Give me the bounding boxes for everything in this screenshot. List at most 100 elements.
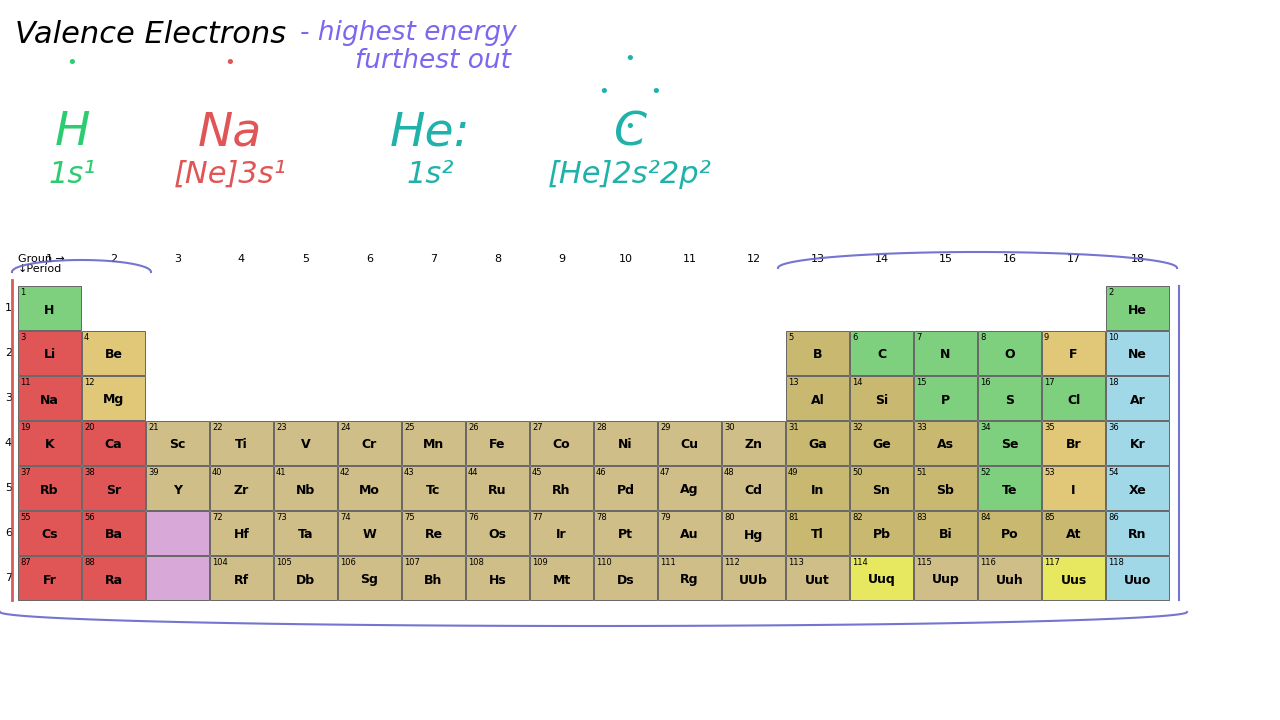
Text: 5: 5 — [5, 483, 12, 493]
FancyBboxPatch shape — [338, 421, 401, 465]
Text: Po: Po — [1001, 528, 1019, 541]
Text: Uus: Uus — [1060, 574, 1087, 587]
Text: Ne: Ne — [1128, 348, 1147, 361]
Text: 11: 11 — [682, 254, 696, 264]
Text: 3: 3 — [20, 333, 26, 342]
Text: 5: 5 — [788, 333, 794, 342]
FancyBboxPatch shape — [850, 556, 913, 600]
FancyBboxPatch shape — [594, 421, 657, 465]
FancyBboxPatch shape — [722, 511, 785, 555]
Text: 7: 7 — [5, 573, 12, 583]
Text: 13: 13 — [788, 378, 799, 387]
Text: Ca: Ca — [105, 438, 123, 451]
Text: 85: 85 — [1044, 513, 1055, 522]
FancyBboxPatch shape — [786, 331, 849, 375]
Text: Zr: Zr — [234, 484, 250, 497]
FancyBboxPatch shape — [402, 556, 465, 600]
Text: Sn: Sn — [873, 484, 891, 497]
Text: 56: 56 — [84, 513, 95, 522]
FancyBboxPatch shape — [1042, 376, 1105, 420]
Text: [Ne]3s¹: [Ne]3s¹ — [174, 160, 287, 189]
Text: Ta: Ta — [298, 528, 314, 541]
Text: 75: 75 — [404, 513, 415, 522]
Text: 1: 1 — [5, 303, 12, 313]
FancyBboxPatch shape — [402, 511, 465, 555]
Text: Ti: Ti — [236, 438, 248, 451]
Text: 4: 4 — [84, 333, 90, 342]
FancyBboxPatch shape — [786, 556, 849, 600]
Text: 9: 9 — [558, 254, 564, 264]
Text: Ga: Ga — [808, 438, 827, 451]
Text: 49: 49 — [788, 468, 799, 477]
Text: Mt: Mt — [553, 574, 571, 587]
Text: Rg: Rg — [680, 574, 699, 587]
Text: He: He — [1128, 304, 1147, 317]
FancyBboxPatch shape — [18, 421, 81, 465]
Text: 84: 84 — [980, 513, 991, 522]
Text: 78: 78 — [596, 513, 607, 522]
Text: 41: 41 — [276, 468, 287, 477]
Text: 2: 2 — [1108, 288, 1114, 297]
FancyBboxPatch shape — [82, 421, 145, 465]
Text: Uut: Uut — [805, 574, 829, 587]
FancyBboxPatch shape — [18, 511, 81, 555]
Text: Si: Si — [876, 394, 888, 407]
FancyBboxPatch shape — [274, 421, 337, 465]
Text: Sc: Sc — [169, 438, 186, 451]
FancyBboxPatch shape — [914, 556, 977, 600]
Text: 86: 86 — [1108, 513, 1119, 522]
Text: 107: 107 — [404, 558, 420, 567]
Text: 54: 54 — [1108, 468, 1119, 477]
FancyBboxPatch shape — [914, 331, 977, 375]
FancyBboxPatch shape — [18, 466, 81, 510]
FancyBboxPatch shape — [82, 466, 145, 510]
Text: 111: 111 — [660, 558, 676, 567]
Text: Pd: Pd — [617, 484, 635, 497]
FancyBboxPatch shape — [530, 466, 593, 510]
Text: - highest energy: - highest energy — [300, 20, 517, 46]
Text: 5: 5 — [302, 254, 308, 264]
Text: 42: 42 — [340, 468, 351, 477]
FancyBboxPatch shape — [530, 556, 593, 600]
Text: Pt: Pt — [618, 528, 634, 541]
Text: Hf: Hf — [233, 528, 250, 541]
Text: 6: 6 — [5, 528, 12, 538]
FancyBboxPatch shape — [338, 556, 401, 600]
Text: 26: 26 — [468, 423, 479, 432]
Text: 29: 29 — [660, 423, 671, 432]
Text: 105: 105 — [276, 558, 292, 567]
FancyBboxPatch shape — [18, 376, 81, 420]
Text: Sb: Sb — [937, 484, 955, 497]
FancyBboxPatch shape — [210, 511, 273, 555]
Text: Bh: Bh — [424, 574, 443, 587]
Text: 4: 4 — [238, 254, 244, 264]
Text: Na: Na — [198, 110, 262, 155]
Text: C: C — [613, 110, 646, 155]
FancyBboxPatch shape — [786, 421, 849, 465]
FancyBboxPatch shape — [1106, 376, 1169, 420]
Text: 2: 2 — [5, 348, 12, 358]
Text: 8: 8 — [494, 254, 500, 264]
FancyBboxPatch shape — [466, 556, 529, 600]
Text: Ir: Ir — [557, 528, 567, 541]
Text: Hs: Hs — [489, 574, 507, 587]
Text: 1s¹: 1s¹ — [49, 160, 96, 189]
Text: 116: 116 — [980, 558, 996, 567]
FancyBboxPatch shape — [210, 466, 273, 510]
Text: 104: 104 — [212, 558, 228, 567]
Text: 1: 1 — [46, 254, 52, 264]
Text: •: • — [650, 83, 662, 101]
Text: 4: 4 — [5, 438, 12, 448]
Text: 12: 12 — [84, 378, 95, 387]
FancyBboxPatch shape — [402, 421, 465, 465]
Text: In: In — [810, 484, 824, 497]
Text: W: W — [362, 528, 376, 541]
Text: 22: 22 — [212, 423, 223, 432]
Text: Rn: Rn — [1128, 528, 1147, 541]
FancyBboxPatch shape — [786, 466, 849, 510]
Text: Br: Br — [1066, 438, 1082, 451]
Text: 74: 74 — [340, 513, 351, 522]
FancyBboxPatch shape — [786, 511, 849, 555]
Text: 19: 19 — [20, 423, 31, 432]
Text: 77: 77 — [532, 513, 543, 522]
